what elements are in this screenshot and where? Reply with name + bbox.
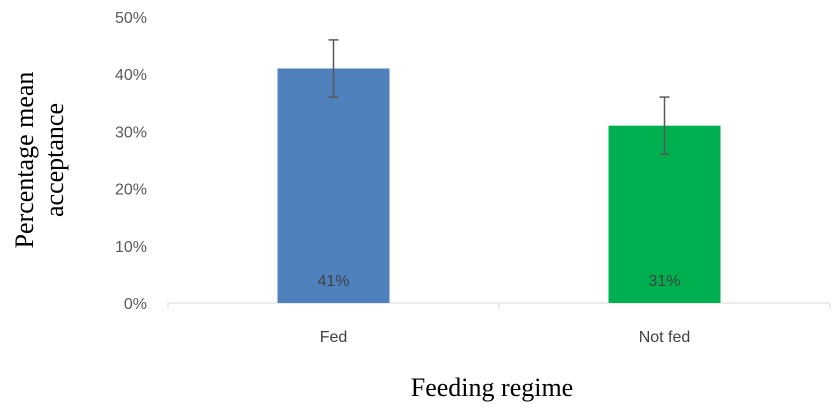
- y-tick-label: 20%: [115, 182, 147, 199]
- y-tick-label: 0%: [124, 296, 147, 313]
- data-label: 31%: [648, 273, 680, 290]
- x-axis-title: Feeding regime: [411, 373, 573, 402]
- x-tick-label: Fed: [320, 329, 348, 346]
- y-tick-label: 50%: [115, 10, 147, 27]
- data-label: 41%: [317, 273, 349, 290]
- y-axis-title: Percentage mean acceptance: [10, 72, 69, 249]
- plot-area: 0% 10% 20% 30% 40% 50% 41% Fed 31% Not fed: [115, 10, 831, 346]
- y-axis-title-line-2: acceptance: [40, 103, 69, 217]
- bar-not-fed: [608, 125, 721, 304]
- y-axis-title-line-1: Percentage mean: [10, 72, 39, 249]
- y-tick-label: 10%: [115, 239, 147, 256]
- bar-fed: [277, 68, 390, 303]
- x-tick-label: Not fed: [639, 329, 691, 346]
- y-tick-label: 30%: [115, 124, 147, 141]
- y-tick-label: 40%: [115, 67, 147, 84]
